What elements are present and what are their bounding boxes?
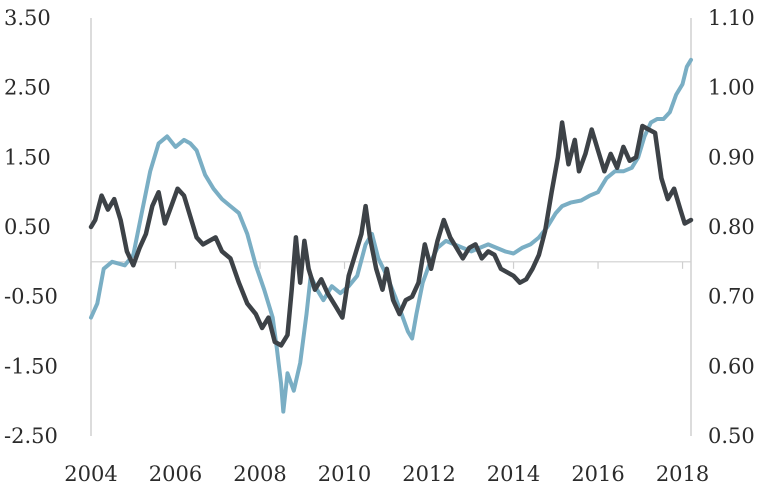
axes bbox=[90, 18, 692, 436]
x-tick-label: 2018 bbox=[656, 462, 709, 486]
x-axis-ticks: 2004 2006 2008 2010 2012 2014 2016 2018 bbox=[64, 462, 709, 486]
x-tick-label: 2010 bbox=[318, 462, 371, 486]
right-tick-label: 1.00 bbox=[708, 76, 755, 100]
left-tick-label: 1.50 bbox=[4, 145, 51, 169]
left-tick-label: 2.50 bbox=[4, 76, 51, 100]
x-tick-label: 2004 bbox=[64, 462, 117, 486]
left-tick-label: -1.50 bbox=[4, 354, 58, 378]
right-tick-label: 0.80 bbox=[708, 215, 755, 239]
x-tick-label: 2016 bbox=[571, 462, 624, 486]
right-tick-label: 1.10 bbox=[708, 6, 755, 30]
right-tick-label: 0.90 bbox=[708, 145, 755, 169]
x-tick-label: 2008 bbox=[233, 462, 286, 486]
series-layer bbox=[88, 57, 694, 414]
series-line-right-axis bbox=[89, 57, 693, 414]
right-tick-label: 0.50 bbox=[708, 424, 755, 448]
right-tick-label: 0.60 bbox=[708, 354, 755, 378]
left-tick-label: 3.50 bbox=[4, 6, 51, 30]
right-tick-label: 0.70 bbox=[708, 285, 755, 309]
left-tick-label: 0.50 bbox=[4, 215, 51, 239]
x-tick-label: 2014 bbox=[487, 462, 540, 486]
left-axis-ticks: 3.50 2.50 1.50 0.50 -0.50 -1.50 -2.50 bbox=[4, 6, 58, 448]
x-tick-label: 2012 bbox=[402, 462, 455, 486]
left-tick-label: -0.50 bbox=[4, 285, 58, 309]
series-line-left-axis bbox=[88, 120, 694, 348]
x-tick-label: 2006 bbox=[149, 462, 202, 486]
left-tick-label: -2.50 bbox=[4, 424, 58, 448]
right-axis-ticks: 1.10 1.00 0.90 0.80 0.70 0.60 0.50 bbox=[708, 6, 755, 448]
